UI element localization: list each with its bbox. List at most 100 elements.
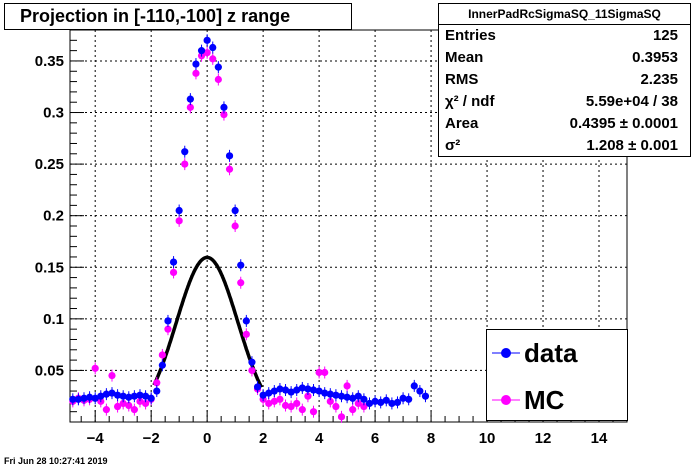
data-point — [220, 103, 228, 111]
data-point — [136, 397, 144, 405]
data-point — [147, 394, 155, 402]
stats-row-chi2: χ² / ndf 5.59e+04 / 38 — [439, 91, 690, 113]
data-point — [175, 206, 183, 215]
data-point — [270, 397, 278, 405]
data-point — [293, 386, 301, 394]
stats-label: RMS — [445, 71, 479, 88]
data-point — [276, 385, 284, 393]
data-point — [169, 268, 178, 277]
data-point — [225, 165, 234, 173]
data-point — [209, 43, 217, 52]
data-point — [108, 371, 116, 380]
data-point — [276, 395, 284, 403]
data-point — [203, 49, 211, 57]
data-point — [85, 393, 94, 401]
data-point — [416, 387, 424, 395]
data-point — [164, 317, 172, 325]
y-tick-label: 0.05 — [35, 362, 64, 379]
x-tick-label: −4 — [87, 430, 105, 447]
timestamp: Fri Jun 28 10:27:41 2019 — [4, 456, 108, 466]
data-point — [125, 393, 133, 401]
data-point — [186, 103, 194, 111]
legend-marker-mc — [492, 395, 520, 405]
data-point — [360, 395, 368, 403]
stats-value: 0.3953 — [632, 49, 678, 66]
data-point — [231, 222, 239, 230]
stats-row-sigma2: σ² 1.208 ± 0.001 — [439, 135, 690, 157]
data-point — [192, 69, 200, 77]
y-tick-label: 0.3 — [43, 105, 64, 122]
data-point — [421, 392, 430, 400]
y-tick-label: 0.35 — [35, 53, 64, 70]
axis-ticks: −4 −2 0 2 4 6 8 10 12 14 0.05 0.1 0.15 0.2 0.25 0.3 0.35 — [35, 39, 614, 447]
data-point — [80, 394, 88, 402]
data-point — [326, 397, 334, 405]
data-point — [287, 388, 295, 396]
legend-marker-data — [492, 348, 520, 358]
data-point — [214, 75, 222, 84]
series-data — [69, 34, 430, 410]
data-point — [326, 390, 334, 398]
data-point — [270, 387, 278, 395]
y-tick-label: 0.2 — [43, 208, 64, 225]
legend-label-mc: MC — [524, 385, 565, 415]
data-point — [237, 261, 245, 269]
stats-value: 5.59e+04 / 38 — [585, 93, 678, 110]
x-tick-label: 14 — [591, 430, 608, 447]
x-tick-label: 8 — [427, 430, 435, 447]
data-point — [203, 36, 211, 44]
data-point — [136, 391, 144, 399]
data-point — [265, 399, 273, 408]
x-tick-label: 2 — [259, 430, 267, 447]
data-point — [343, 393, 351, 401]
data-point — [248, 366, 256, 375]
data-point — [242, 330, 250, 338]
data-point — [197, 47, 206, 55]
data-point — [309, 408, 318, 416]
stats-label: Entries — [445, 27, 496, 44]
chart-marks — [69, 34, 430, 423]
data-point — [298, 384, 306, 392]
data-point — [382, 396, 390, 404]
data-point — [332, 402, 340, 411]
chart-title: Projection in [-110,-100] z range — [4, 3, 352, 30]
stats-row-area: Area 0.4395 ± 0.0001 — [439, 113, 690, 135]
data-point — [293, 399, 301, 408]
stats-label: Area — [445, 115, 479, 132]
data-point — [119, 392, 127, 400]
y-tick-label: 0.15 — [35, 259, 64, 276]
x-tick-label: 12 — [535, 430, 552, 447]
data-point — [192, 60, 200, 68]
data-point — [113, 402, 122, 411]
data-point — [399, 394, 407, 402]
data-point — [281, 401, 290, 410]
data-point — [231, 206, 239, 215]
data-point — [287, 402, 295, 411]
data-point — [158, 351, 166, 359]
stats-value: 1.208 ± 0.001 — [586, 137, 678, 154]
data-point — [74, 395, 82, 403]
stats-row-rms: RMS 2.235 — [439, 69, 690, 91]
data-point — [175, 217, 183, 225]
data-point — [91, 364, 99, 372]
data-point — [259, 391, 267, 399]
data-point — [181, 160, 189, 168]
data-point — [349, 394, 357, 402]
stats-value: 2.235 — [640, 71, 678, 88]
data-point — [248, 358, 256, 366]
data-point — [360, 402, 368, 411]
data-point — [321, 389, 329, 397]
data-point — [220, 110, 228, 119]
data-point — [102, 390, 110, 398]
data-point — [337, 413, 346, 421]
data-point — [298, 406, 306, 414]
data-point — [113, 391, 122, 399]
data-point — [315, 368, 323, 377]
data-point — [321, 368, 329, 377]
data-point — [225, 152, 234, 160]
legend: data MC — [486, 329, 628, 421]
fit-curve — [152, 255, 264, 389]
data-point — [337, 392, 346, 400]
stats-label: χ² / ndf — [445, 93, 495, 110]
